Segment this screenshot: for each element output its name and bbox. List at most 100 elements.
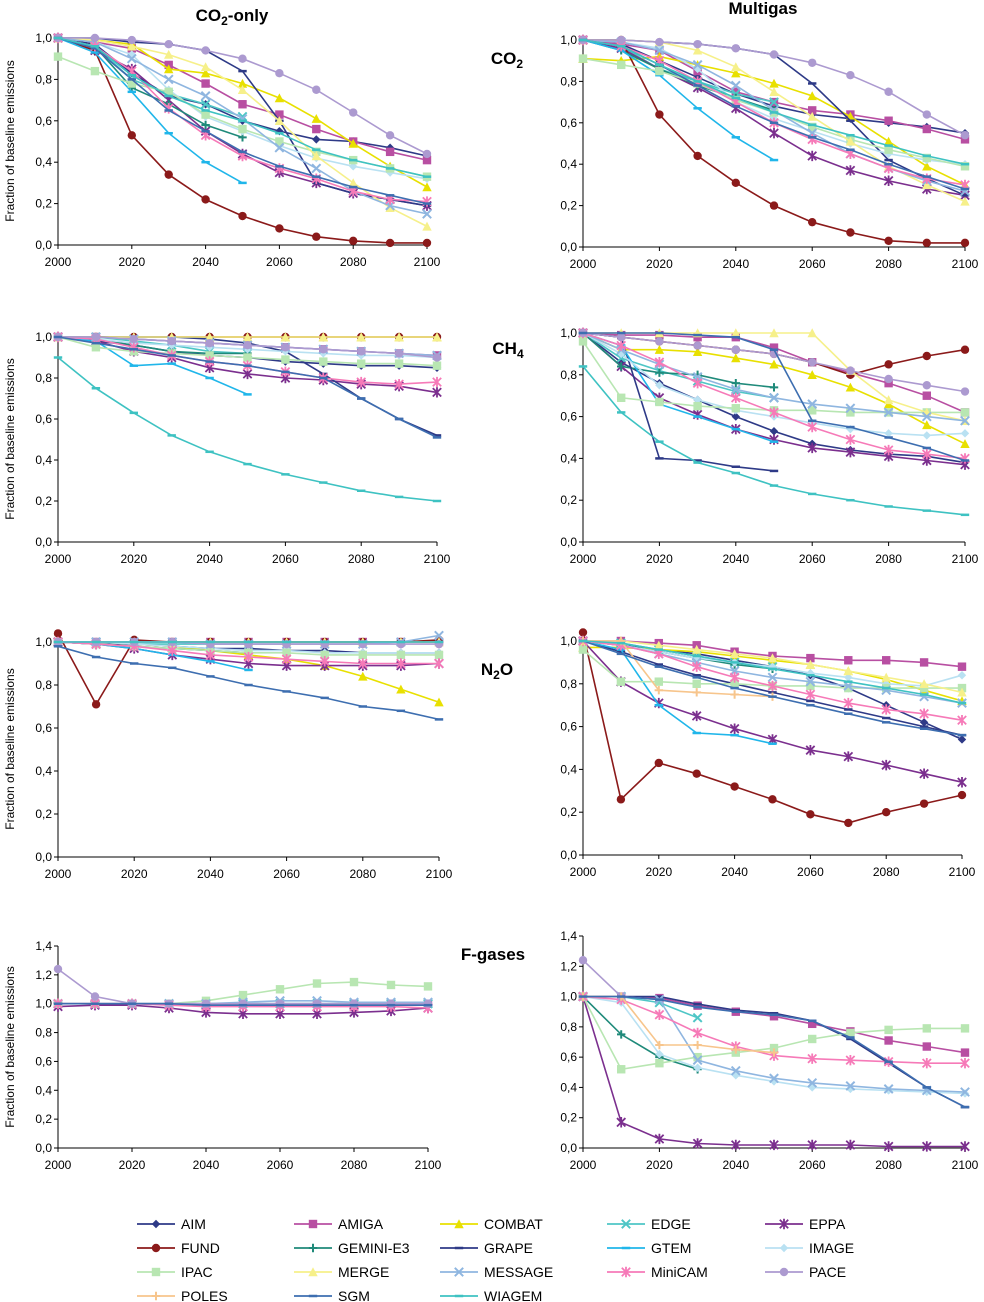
y-tick-label: 0,4 [560, 1080, 577, 1094]
marker-eppa [919, 768, 929, 779]
marker-fund [884, 236, 893, 245]
marker-minicam [621, 1266, 631, 1278]
marker-image [960, 429, 970, 438]
marker-pace [386, 999, 396, 1008]
y-tick-label: 1,0 [35, 635, 52, 649]
marker-fund [768, 795, 777, 804]
marker-eppa [779, 1218, 789, 1230]
marker-minicam [167, 645, 178, 656]
marker-minicam [807, 421, 818, 433]
y-tick-label: 0,6 [560, 720, 577, 734]
series-message [578, 991, 970, 1097]
series-line-gemini-e3 [582, 996, 698, 1071]
legend-item-amiga: AMIGA [294, 1216, 384, 1232]
marker-edge [200, 99, 211, 110]
y-tick-label: 0,8 [35, 1026, 52, 1040]
marker-message [654, 45, 665, 56]
y-tick-label: 0,0 [35, 850, 52, 864]
x-tick-label: 2020 [646, 257, 673, 271]
legend-label: IMAGE [809, 1240, 854, 1256]
marker-minicam [807, 1053, 818, 1064]
series-gtem [53, 335, 252, 396]
series-wiagem [578, 38, 970, 166]
x-tick-label: 2020 [119, 1158, 146, 1172]
marker-image [779, 1243, 789, 1253]
marker-aim [957, 735, 967, 744]
marker-minicam [319, 656, 330, 667]
x-tick-label: 2060 [799, 552, 826, 566]
marker-merge [237, 85, 248, 94]
marker-message [692, 1055, 703, 1066]
marker-ipac [90, 66, 100, 76]
marker-fund [312, 232, 321, 241]
marker-image [882, 679, 891, 688]
marker-message [200, 91, 211, 101]
marker-ipac [386, 980, 396, 990]
marker-ipac [281, 355, 290, 364]
marker-fund [91, 700, 101, 709]
marker-pace [693, 39, 702, 49]
marker-message [454, 1267, 464, 1277]
marker-pace [731, 345, 740, 354]
x-tick-label: 2020 [120, 552, 147, 566]
x-tick-label: 2080 [875, 257, 902, 271]
marker-ipac [201, 110, 210, 119]
series-line-poles [583, 640, 773, 698]
marker-ipac [769, 1043, 779, 1053]
marker-pace [617, 35, 626, 45]
marker-image [731, 1071, 740, 1080]
marker-fund [693, 151, 702, 161]
y-tick-label: 0,8 [35, 678, 52, 692]
marker-poles [654, 686, 663, 695]
marker-message [730, 80, 741, 91]
x-tick-label: 2100 [426, 867, 453, 881]
label-rest: O [500, 660, 513, 679]
x-tick-label: 2040 [192, 255, 219, 269]
marker-merge [692, 45, 703, 55]
marker-fund [957, 790, 967, 800]
marker-eppa [883, 1141, 894, 1152]
marker-fund [960, 345, 970, 354]
x-tick-label: 2020 [645, 865, 672, 879]
marker-amiga [312, 124, 321, 134]
marker-poles [731, 1045, 740, 1054]
label-sub: 2 [493, 668, 500, 682]
marker-pace [275, 999, 285, 1008]
marker-minicam [692, 1027, 703, 1039]
series-ipac [578, 992, 970, 1074]
y-tick-label: 1,0 [35, 330, 52, 344]
marker-pace [808, 358, 817, 367]
legend: AIM AMIGA COMBAT EDGE EPPA FUND GEMINI-E3 GRAPE… [137, 1216, 854, 1302]
marker-minicam [960, 1058, 970, 1069]
legend-item-combat: COMBAT [440, 1216, 543, 1232]
marker-amiga [308, 1219, 318, 1229]
marker-image [693, 64, 702, 74]
x-tick-label: 2020 [646, 1158, 673, 1172]
y-tick-label: 0,4 [35, 1083, 52, 1097]
marker-merge [200, 62, 211, 72]
legend-item-sgm: SGM [294, 1288, 370, 1302]
marker-combat [396, 684, 406, 694]
marker-eppa [805, 744, 816, 756]
marker-message [807, 1077, 818, 1088]
marker-gemini-e3 [617, 1030, 626, 1039]
marker-merge [394, 332, 404, 342]
marker-ipac [238, 990, 248, 1000]
marker-ipac [844, 683, 853, 693]
marker-combat [454, 1219, 464, 1229]
x-tick-label: 2080 [875, 552, 902, 566]
marker-message [767, 672, 778, 683]
x-tick-label: 2040 [193, 1158, 220, 1172]
marker-pace [167, 336, 176, 346]
marker-merge [164, 49, 174, 59]
marker-amiga [922, 124, 931, 134]
legend-label: FUND [181, 1240, 220, 1256]
marker-merge [769, 328, 779, 338]
marker-combat [807, 370, 817, 379]
y-tick-label: 0,0 [35, 238, 52, 252]
marker-message [730, 384, 741, 395]
marker-edge [621, 1219, 631, 1229]
marker-gemini-e3 [655, 368, 664, 377]
marker-minicam [616, 340, 627, 351]
